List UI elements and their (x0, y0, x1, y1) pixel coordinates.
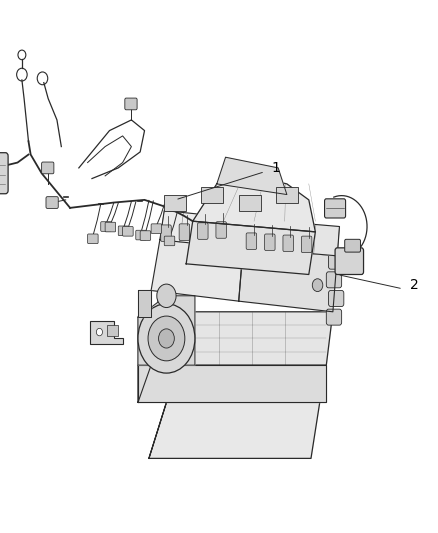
FancyBboxPatch shape (179, 224, 190, 240)
Polygon shape (149, 402, 166, 458)
FancyBboxPatch shape (283, 235, 293, 252)
Polygon shape (138, 365, 326, 402)
FancyBboxPatch shape (164, 236, 175, 246)
FancyBboxPatch shape (88, 234, 98, 244)
FancyBboxPatch shape (326, 272, 342, 288)
Bar (201, 187, 223, 203)
Text: 1: 1 (272, 161, 280, 175)
FancyBboxPatch shape (325, 199, 346, 218)
FancyBboxPatch shape (345, 239, 360, 252)
FancyBboxPatch shape (136, 230, 146, 240)
Circle shape (312, 279, 323, 292)
Bar (239, 195, 261, 211)
FancyBboxPatch shape (151, 224, 162, 233)
FancyBboxPatch shape (0, 152, 8, 193)
FancyBboxPatch shape (198, 223, 208, 239)
Circle shape (157, 284, 176, 308)
FancyBboxPatch shape (42, 162, 54, 174)
FancyBboxPatch shape (161, 225, 171, 241)
FancyBboxPatch shape (118, 226, 129, 236)
Polygon shape (138, 290, 151, 402)
Bar (107, 325, 118, 336)
Polygon shape (193, 176, 315, 232)
Polygon shape (90, 321, 123, 344)
FancyBboxPatch shape (140, 231, 151, 240)
Polygon shape (243, 219, 339, 256)
Bar (164, 195, 186, 211)
Polygon shape (239, 248, 337, 312)
FancyBboxPatch shape (265, 234, 275, 251)
FancyBboxPatch shape (335, 248, 364, 274)
FancyBboxPatch shape (328, 290, 344, 306)
FancyBboxPatch shape (326, 309, 342, 325)
FancyBboxPatch shape (46, 197, 58, 208)
Polygon shape (186, 221, 315, 274)
Polygon shape (149, 402, 320, 458)
Polygon shape (160, 211, 241, 248)
FancyBboxPatch shape (301, 236, 312, 253)
Polygon shape (138, 312, 333, 365)
Polygon shape (151, 240, 243, 301)
FancyBboxPatch shape (101, 222, 111, 231)
FancyBboxPatch shape (246, 233, 257, 249)
Polygon shape (217, 157, 287, 195)
FancyBboxPatch shape (328, 253, 344, 269)
FancyBboxPatch shape (105, 222, 116, 232)
Bar (276, 187, 298, 203)
Circle shape (138, 304, 195, 373)
Circle shape (96, 328, 102, 336)
FancyBboxPatch shape (173, 197, 185, 208)
Circle shape (148, 316, 185, 361)
FancyBboxPatch shape (125, 98, 137, 110)
Text: 2: 2 (410, 278, 418, 292)
FancyBboxPatch shape (216, 222, 226, 238)
FancyBboxPatch shape (123, 227, 133, 236)
Polygon shape (138, 296, 195, 365)
Circle shape (159, 329, 174, 348)
Polygon shape (138, 290, 151, 317)
